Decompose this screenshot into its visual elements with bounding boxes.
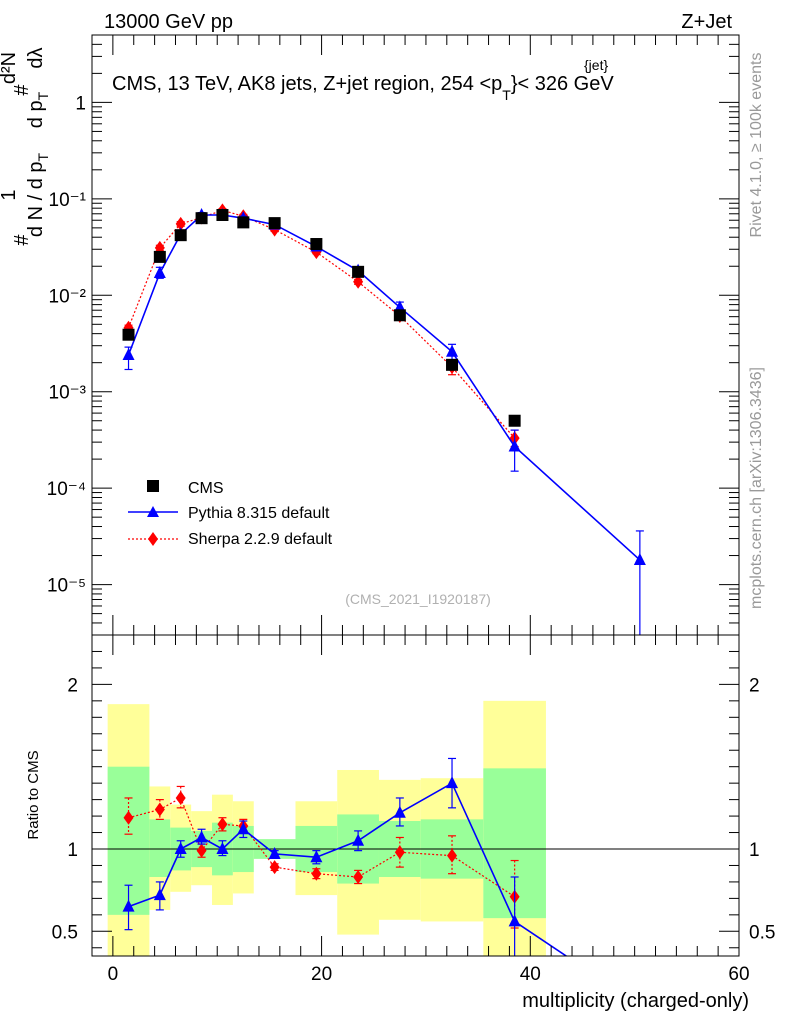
main-sherpa-point: [353, 274, 364, 289]
chart-title: CMS, 13 TeV, AK8 jets, Z+jet region, 254…: [112, 73, 614, 103]
chart-title-tail: }< 326 GeV: [511, 73, 615, 95]
ratio-pythia-point: [352, 833, 365, 846]
ylabel-one: 1: [0, 189, 20, 200]
ratio-series: [122, 757, 568, 956]
x-tick-label: 40: [520, 964, 541, 985]
main-y-axis: [92, 34, 739, 636]
ratio-pythia-point: [446, 776, 459, 789]
ratio-sherpa-point: [353, 869, 364, 884]
main-sherpa-point: [175, 216, 186, 231]
main-y-label: # 1 d N / d pT # d pT d²N dλ: [0, 47, 51, 245]
ratio-frame: [91, 634, 740, 957]
mcplots-label: mcplots.cern.ch [arXiv:1306.3436]: [748, 367, 765, 609]
main-cms-point: [216, 208, 229, 221]
ratio-pythia-point: [310, 850, 323, 863]
main-y-tick-labels: 1 10⁻¹ 10⁻² 10⁻³ 10⁻⁴ 10⁻⁵: [47, 93, 86, 596]
ylabel-d2n: d²N: [0, 52, 20, 84]
main-cms-point: [268, 217, 281, 230]
ylabel-bottom: #: [11, 234, 33, 246]
x-tick-label: 0: [108, 964, 119, 985]
main-cms-point: [508, 414, 521, 427]
main-cms-point: [310, 238, 323, 251]
main-cms-point: [195, 212, 208, 225]
main-pythia-point: [633, 552, 646, 565]
main-y-tick-label: 10⁻²: [49, 286, 87, 307]
ratio-pythia-point: [122, 899, 135, 912]
chart-title-main: CMS, 13 TeV, AK8 jets, Z+jet region, 254…: [112, 73, 502, 95]
ratio-sherpa-point: [394, 845, 405, 860]
legend-sherpa-marker: [148, 532, 158, 546]
legend-cms-label: CMS: [188, 480, 224, 497]
main-y-tick-label: 10⁻⁵: [47, 576, 86, 597]
ratio-y-tick-label: 0.5: [52, 922, 78, 943]
main-cms-point: [446, 358, 459, 371]
ratio-pythia-point: [268, 846, 281, 859]
ratio-sherpa-point: [154, 802, 165, 817]
ratio-pythia-point: [216, 842, 229, 854]
chart-title-superscript: {jet}: [584, 57, 608, 73]
ylabel-dlambda: dλ: [25, 47, 47, 68]
legend-cms-marker: [147, 480, 159, 492]
legend-pythia-marker: [147, 506, 159, 517]
ratio-bands: [107, 700, 546, 956]
main-cms-point: [393, 309, 406, 322]
ratio-sherpa-point: [123, 810, 134, 825]
ratio-panel: 0.5 0.5 1 1 2 2 0 20 40 60 Ratio to CMS multipli…: [25, 634, 775, 1012]
ratio-pythia-point: [153, 888, 166, 901]
main-y-tick-label: 1: [75, 93, 86, 114]
main-cms-point: [174, 229, 187, 242]
ratio-band-inner: [149, 819, 171, 877]
main-cms-point: [352, 265, 365, 278]
main-cms-point: [153, 250, 166, 263]
x-tick-label: 60: [728, 964, 749, 985]
legend-sherpa-label: Sherpa 2.2.9 default: [188, 531, 333, 548]
ratio-y-tick-label: 1: [67, 840, 78, 861]
main-y-tick-label: 10⁻³: [49, 383, 87, 404]
x-tick-label: 20: [311, 964, 332, 985]
ylabel-dpt: d pT: [25, 91, 51, 128]
ratio-sherpa-point: [217, 817, 228, 832]
main-series: [122, 203, 646, 635]
x-axis-label: multiplicity (charged-only): [522, 990, 749, 1012]
process-label: Z+Jet: [681, 11, 732, 33]
main-cms-point: [122, 328, 135, 341]
ratio-sherpa-point: [269, 860, 280, 875]
ratio-pythia-point: [174, 842, 187, 854]
main-x-axis: [112, 35, 740, 635]
legend-pythia-label: Pythia 8.315 default: [188, 505, 330, 522]
main-panel: 1 10⁻¹ 10⁻² 10⁻³ 10⁻⁴ 10⁻⁵ CMS, 13 TeV, AK8 j…: [0, 34, 740, 636]
reference-label: (CMS_2021_I1920187): [345, 591, 491, 607]
main-y-tick-label: 10⁻¹: [49, 190, 87, 211]
ratio-sherpa-point: [175, 790, 186, 805]
ratio-pythia-point: [237, 822, 250, 835]
main-pythia-point: [446, 344, 459, 357]
ylabel-hash2: #: [11, 84, 33, 96]
main-cms-point: [237, 216, 250, 229]
main-pythia-point: [508, 439, 521, 452]
ratio-pythia-point: [195, 830, 208, 843]
ratio-y-tick-label-right: 0.5: [749, 922, 775, 943]
main-sherpa-line: [127, 209, 516, 439]
ratio-y-tick-label-right: 2: [749, 675, 760, 696]
ylabel-dn: d N / d pT: [25, 152, 51, 237]
ratio-y-tick-label: 2: [67, 675, 78, 696]
ratio-y-tick-label-right: 1: [749, 840, 760, 861]
ratio-sherpa-point: [196, 843, 207, 858]
ratio-pythia-point: [393, 805, 406, 818]
main-pythia-point: [153, 266, 166, 279]
main-y-tick-label: 10⁻⁴: [47, 479, 86, 500]
ratio-sherpa-point: [311, 866, 322, 881]
energy-label: 13000 GeV pp: [104, 11, 233, 33]
chart-title-sub: T: [502, 87, 511, 103]
ratio-sherpa-point: [447, 848, 458, 863]
ratio-y-label: Ratio to CMS: [25, 750, 42, 839]
rivet-version-label: Rivet 4.1.0, ≥ 100k events: [748, 53, 765, 238]
ratio-pythia-point: [508, 914, 521, 927]
legend: CMS Pythia 8.315 default Sherpa 2.2.9 de…: [128, 480, 333, 548]
ratio-x-axis: 0 20 40 60: [108, 635, 750, 985]
ratio-y-axis: 0.5 0.5 1 1 2 2: [52, 634, 775, 949]
main-pythia-point: [122, 348, 135, 361]
